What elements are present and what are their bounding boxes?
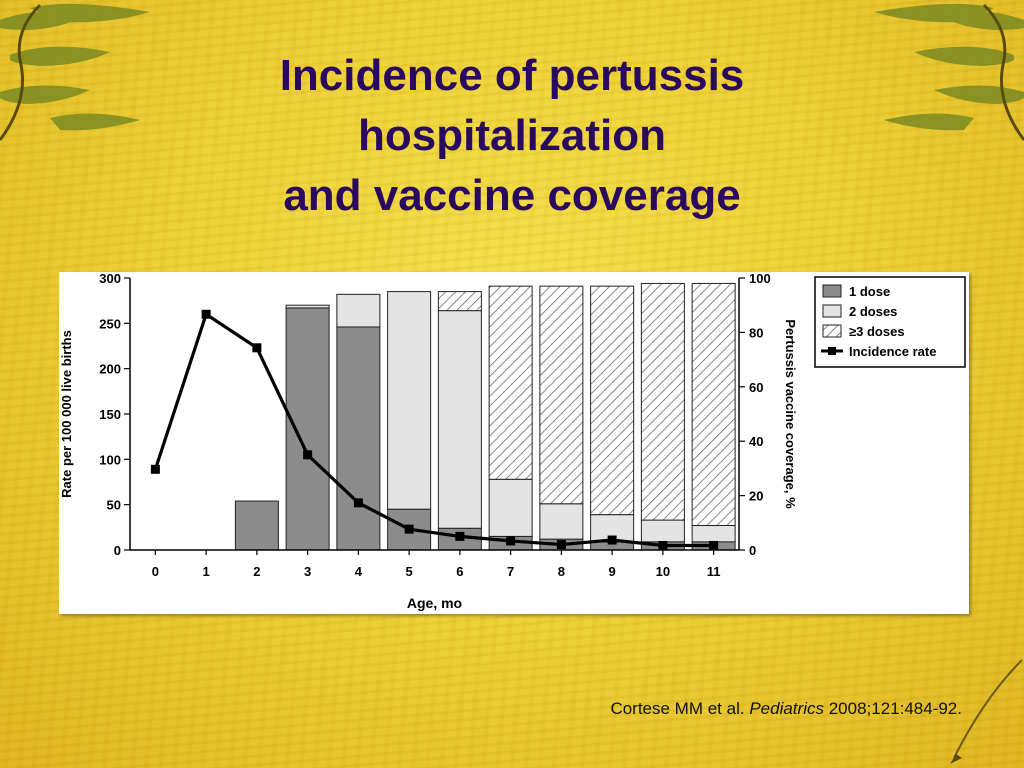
incidence-rate-line: [153, 312, 714, 548]
incidence-point-10: [658, 540, 668, 550]
y-tick-label-right-60: 60: [749, 380, 763, 395]
bar--3-doses-6: [437, 291, 482, 312]
pine-branch-decoration-left: [0, 3, 150, 141]
y-axis-label-left: Rate per 100 000 live births: [59, 330, 74, 498]
y-tick-label-left-150: 150: [99, 407, 121, 422]
chart-panel: 0 50 100 150 200 250 300 0 20 40 60 80 100 0 1 2 3 4 5 6 7 8 9…: [59, 272, 969, 614]
incidence-point-1: [201, 309, 211, 319]
bar-2-doses-8: [539, 503, 584, 540]
title-line-3: and vaccine coverage: [283, 171, 741, 220]
legend-label-incidence: Incidence rate: [849, 344, 936, 359]
chart-svg: 0 50 100 150 200 250 300 0 20 40 60 80 100 0 1 2 3 4 5 6 7 8 9…: [59, 272, 966, 611]
legend-label-1: 2 doses: [849, 304, 897, 319]
title-line-1: Incidence of pertussis: [279, 51, 745, 100]
incidence-point-4: [353, 498, 363, 508]
x-tick-label-9: 9: [609, 564, 616, 579]
bar-2-doses-10: [640, 519, 685, 543]
legend-label-2: ≥3 doses: [849, 324, 905, 339]
x-tick-label-5: 5: [406, 564, 413, 579]
x-tick-label-7: 7: [507, 564, 514, 579]
x-tick-label-6: 6: [456, 564, 463, 579]
y-tick-label-left-250: 250: [99, 316, 121, 331]
y-tick-label-left-50: 50: [107, 498, 121, 513]
legend-line-marker: [828, 347, 836, 355]
x-tick-label-0: 0: [152, 564, 159, 579]
bar-1-dose-3: [285, 307, 330, 551]
bar-2-doses-5: [387, 291, 432, 510]
incidence-point-11: [709, 540, 719, 550]
x-axis-label: Age, mo: [407, 595, 462, 611]
y-tick-label-right-20: 20: [749, 489, 763, 504]
bar-2-doses-6: [437, 310, 482, 529]
x-tick-label-4: 4: [355, 564, 363, 579]
y-tick-label-left-200: 200: [99, 362, 121, 377]
bar--3-doses-11: [691, 282, 736, 527]
slide-title: Incidence of pertussis hospitalization a…: [150, 46, 874, 226]
x-tick-label-8: 8: [558, 564, 565, 579]
incidence-point-7: [506, 536, 516, 546]
bar--3-doses-9: [590, 285, 635, 516]
citation: Cortese MM et al. Pediatrics 2008;121:48…: [610, 699, 962, 719]
y-axis-label-right: Pertussis vaccine coverage, %: [783, 319, 798, 509]
bar-2-doses-11: [691, 525, 736, 543]
bar-2-doses-7: [488, 478, 533, 537]
y-tick-label-left-0: 0: [114, 543, 121, 558]
x-tick-label-11: 11: [707, 564, 721, 579]
legend-swatch-1: [822, 304, 842, 318]
bar--3-doses-10: [640, 282, 685, 521]
bar-1-dose-2: [234, 500, 279, 551]
incidence-point-0: [150, 464, 160, 474]
y-tick-label-left-100: 100: [99, 452, 121, 467]
bar-2-doses-4: [336, 293, 381, 328]
bar--3-doses-8: [539, 285, 584, 505]
incidence-point-3: [303, 450, 313, 460]
y-tick-label-right-0: 0: [749, 543, 756, 558]
title-line-2: hospitalization: [358, 111, 666, 160]
incidence-point-6: [455, 531, 465, 541]
y-tick-label-right-40: 40: [749, 434, 763, 449]
bar-1-dose-4: [336, 326, 381, 551]
incidence-point-5: [404, 524, 414, 534]
y-tick-label-right-100: 100: [749, 272, 771, 286]
incidence-point-8: [556, 540, 566, 550]
incidence-point-9: [607, 535, 617, 545]
bar-2-doses-3: [285, 304, 330, 309]
x-tick-label-2: 2: [253, 564, 260, 579]
legend-swatch-2: [822, 324, 842, 338]
quill-pen-decoration: [950, 659, 1023, 764]
citation-details: 2008;121:484-92.: [828, 699, 962, 718]
y-tick-label-right-80: 80: [749, 325, 763, 340]
x-tick-label-3: 3: [304, 564, 311, 579]
y-tick-label-left-300: 300: [99, 272, 121, 286]
pine-branch-decoration-right: [874, 3, 1024, 141]
citation-authors: Cortese MM et al.: [610, 699, 745, 718]
x-tick-label-1: 1: [203, 564, 210, 579]
incidence-point-2: [252, 343, 262, 353]
bar--3-doses-7: [488, 285, 533, 480]
x-tick-label-10: 10: [656, 564, 670, 579]
citation-journal: Pediatrics: [749, 699, 824, 718]
legend-swatch-0: [822, 284, 842, 298]
legend-label-0: 1 dose: [849, 284, 890, 299]
